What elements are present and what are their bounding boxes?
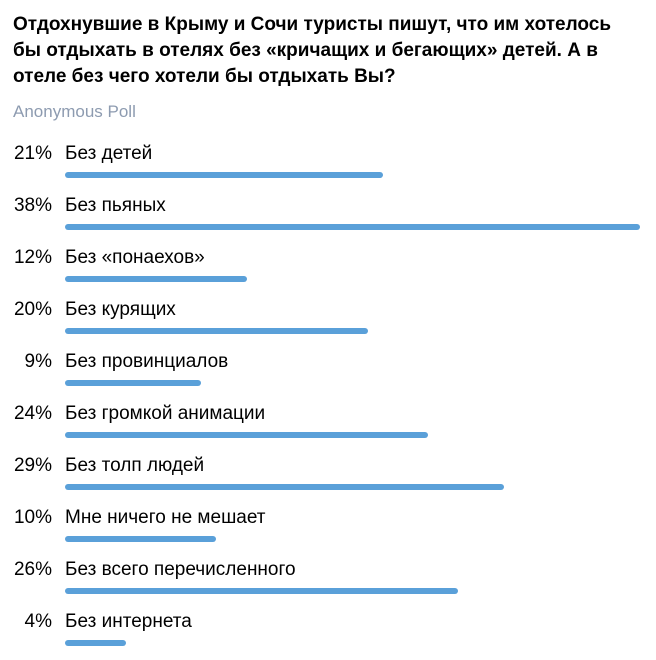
option-result-bar: [65, 276, 247, 282]
option-percent: 10%: [13, 507, 52, 528]
option-percent: 29%: [13, 455, 52, 476]
option-result-bar: [65, 172, 383, 178]
poll-option[interactable]: 4% Без интернета: [0, 608, 656, 660]
poll-option[interactable]: 24% Без громкой анимации: [0, 400, 656, 452]
poll-options: 21% Без детей 38% Без пьяных 12% Без «по…: [0, 140, 656, 660]
option-percent: 4%: [24, 611, 52, 632]
option-percent: 9%: [24, 351, 52, 372]
poll-question: Отдохнувшие в Крыму и Сочи туристы пишут…: [13, 14, 612, 87]
option-text: Без детей: [65, 143, 153, 164]
option-result-bar: [65, 380, 201, 386]
poll-option[interactable]: 12% Без «понаехов»: [0, 244, 656, 296]
option-text: Без «понаехов»: [65, 247, 205, 268]
option-text: Без интернета: [65, 611, 192, 632]
option-text: Без провинциалов: [65, 351, 229, 372]
option-text: Без пьяных: [65, 195, 166, 216]
option-percent: 26%: [13, 559, 52, 580]
option-percent: 24%: [13, 403, 52, 424]
poll-option[interactable]: 26% Без всего перечисленного: [0, 556, 656, 608]
poll-option[interactable]: 9% Без провинциалов: [0, 348, 656, 400]
option-result-bar: [65, 432, 428, 438]
option-result-bar: [65, 588, 458, 594]
option-result-bar: [65, 224, 640, 230]
option-text: Без громкой анимации: [65, 403, 266, 424]
option-text: Без толп людей: [65, 455, 205, 476]
option-percent: 38%: [13, 195, 52, 216]
option-text: Мне ничего не мешает: [65, 507, 266, 528]
option-result-bar: [65, 536, 216, 542]
option-text: Без всего перечисленного: [65, 559, 296, 580]
poll-option[interactable]: 20% Без курящих: [0, 296, 656, 348]
option-result-bar: [65, 484, 504, 490]
option-percent: 12%: [13, 247, 52, 268]
option-result-bar: [65, 328, 368, 334]
poll-option[interactable]: 21% Без детей: [0, 140, 656, 192]
poll-option[interactable]: 10% Мне ничего не мешает: [0, 504, 656, 556]
option-percent: 20%: [13, 299, 52, 320]
option-percent: 21%: [13, 143, 52, 164]
poll-type-label: Anonymous Poll: [13, 102, 136, 121]
poll-option[interactable]: 29% Без толп людей: [0, 452, 656, 504]
option-result-bar: [65, 640, 126, 646]
option-text: Без курящих: [65, 299, 176, 320]
poll-option[interactable]: 38% Без пьяных: [0, 192, 656, 244]
